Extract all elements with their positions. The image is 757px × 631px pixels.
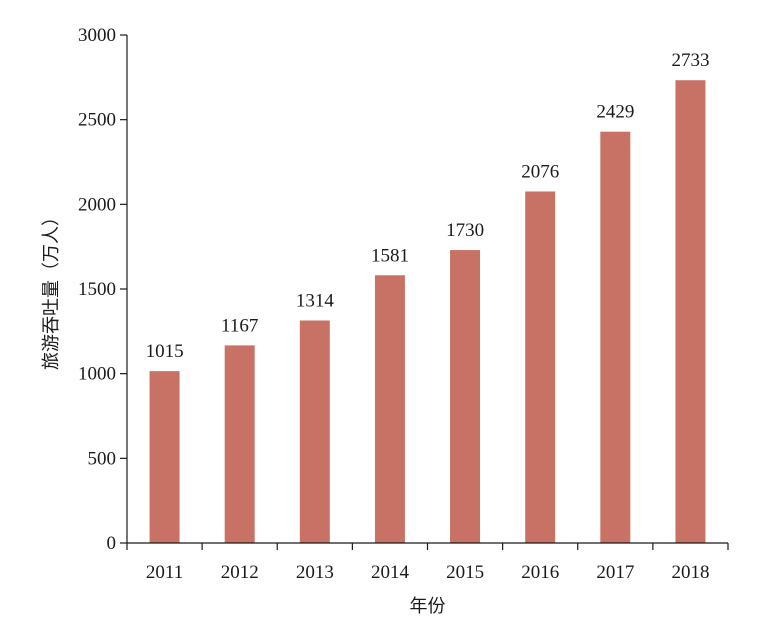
x-tick-label: 2011 (146, 562, 183, 583)
data-labels-group: 1015 1167 1314 1581 1730 2076 2429 2733 (146, 50, 710, 362)
x-tick-label: 2012 (221, 562, 259, 583)
y-axis-title: 旅游吞吐量（万人） (41, 208, 62, 370)
bar (450, 250, 481, 543)
bar (600, 131, 631, 543)
bar (525, 191, 556, 544)
data-label: 1015 (146, 341, 184, 362)
bars-group (149, 80, 706, 544)
data-label: 2076 (521, 161, 559, 182)
y-tick-label: 1000 (78, 364, 116, 385)
x-axis-ticks: 2011 2012 2013 2014 2015 2016 2017 2018 (126, 543, 729, 583)
x-tick-label: 2018 (671, 562, 709, 583)
x-axis-title: 年份 (410, 596, 446, 617)
x-tick-label: 2016 (521, 562, 559, 583)
y-tick-label: 2000 (78, 194, 116, 215)
bar (149, 371, 180, 543)
y-tick-label: 3000 (78, 25, 116, 46)
y-tick-label: 500 (88, 448, 117, 469)
x-tick-label: 2014 (371, 562, 410, 583)
y-tick-label: 0 (107, 533, 117, 554)
data-label: 2429 (596, 102, 634, 123)
bar (224, 345, 255, 543)
data-label: 1581 (371, 245, 409, 266)
y-tick-label: 1500 (78, 279, 116, 300)
bar (675, 80, 706, 543)
bar (299, 320, 330, 543)
y-tick-label: 2500 (78, 110, 116, 131)
data-label: 1730 (446, 220, 484, 241)
data-label: 1167 (221, 315, 258, 336)
bar (374, 275, 405, 543)
data-label: 2733 (671, 50, 709, 71)
y-axis-ticks: 0 500 1000 1500 2000 2500 3000 (78, 25, 127, 554)
x-tick-label: 2015 (446, 562, 484, 583)
x-tick-label: 2017 (596, 562, 634, 583)
x-tick-label: 2013 (296, 562, 334, 583)
data-label: 1314 (296, 290, 335, 311)
